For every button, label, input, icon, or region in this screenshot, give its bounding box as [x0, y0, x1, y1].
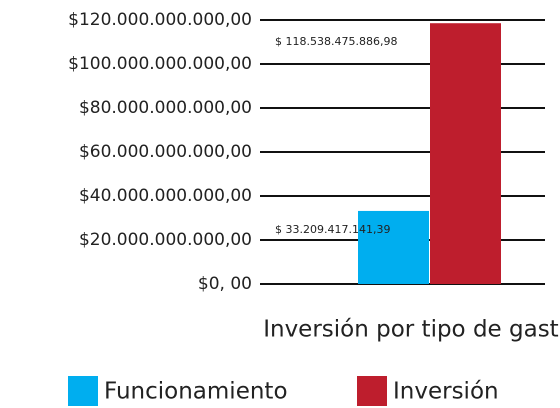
legend-label: Inversión: [393, 379, 499, 405]
y-tick-label: $120.000.000.000,00: [68, 10, 252, 30]
y-tick-label: $100.000.000.000,00: [68, 54, 252, 74]
y-tick-label: $20.000.000.000,00: [79, 230, 252, 250]
y-tick-label: $40.000.000.000,00: [79, 186, 252, 206]
bar: [358, 210, 429, 284]
bar: [430, 23, 501, 284]
data-label: $ 118.538.475.886,98: [275, 35, 397, 48]
y-tick-label: $60.000.000.000,00: [79, 142, 252, 162]
x-axis-label: Inversión por tipo de gasto: [263, 317, 560, 343]
y-tick-label: $80.000.000.000,00: [79, 98, 252, 118]
legend-label: Funcionamiento: [104, 379, 288, 405]
legend-swatch: [68, 376, 98, 406]
legend-swatch: [357, 376, 387, 406]
y-tick-label: $0, 00: [198, 274, 252, 294]
data-label: $ 33.209.417.141,39: [275, 223, 390, 236]
